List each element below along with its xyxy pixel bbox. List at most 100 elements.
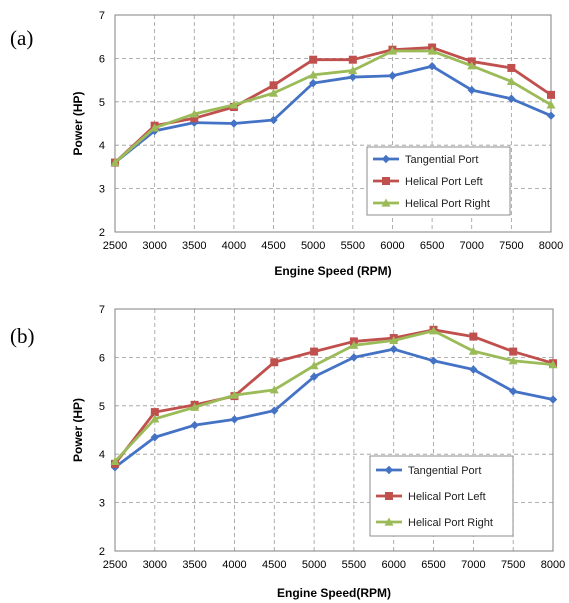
x-tick-label: 6500: [420, 240, 444, 252]
data-point: [546, 111, 556, 120]
data-point: [506, 76, 516, 86]
data-point: [349, 340, 359, 349]
data-point: [190, 420, 199, 430]
x-tick-label: 5500: [342, 559, 366, 571]
data-point: [150, 433, 160, 442]
x-tick-label: 3500: [182, 240, 206, 252]
data-point: [110, 456, 120, 466]
legend-item: Helical Port Left: [376, 491, 486, 503]
series-2: [110, 46, 556, 167]
data-point: [269, 88, 279, 97]
x-tick-label: 4500: [262, 559, 286, 571]
data-point: [509, 347, 518, 356]
series-line: [114, 347, 554, 469]
data-point: [348, 55, 357, 64]
chart-b-svg: 2 3 4 5 6 7 2500 3000 3500 4000 4500 5000 5500 6000 65…: [71, 304, 565, 600]
x-tick-label: 5000: [301, 240, 325, 252]
x-tick-label: 5000: [302, 559, 326, 571]
legend-marker: [381, 198, 391, 207]
panel-label: (a): [10, 26, 34, 50]
x-tick-label: 6500: [421, 559, 445, 571]
data-point: [429, 356, 438, 365]
series-1: [111, 325, 557, 468]
data-point: [269, 81, 278, 90]
data-point: [110, 158, 120, 167]
data-point: [308, 78, 318, 88]
data-point: [469, 332, 478, 341]
legend-marker: [384, 465, 394, 475]
data-point: [508, 356, 518, 365]
legend: Tangential Port Helical Port Left Helical …: [366, 146, 511, 216]
y-tick-label: 5: [99, 97, 105, 109]
data-point: [269, 115, 278, 125]
chart-panel-a: (a) 2 3 4 5 6 7 2500 3000 3500 4000 4500 5000 5500 60…: [0, 0, 569, 301]
x-tick-label: 8000: [541, 559, 565, 571]
y-axis-title: Power (HP): [71, 398, 85, 462]
plot-area-border: [114, 308, 554, 552]
data-point: [189, 109, 199, 118]
legend-marker: [381, 154, 391, 164]
data-point: [190, 402, 200, 411]
x-tick-label: 4000: [222, 559, 246, 571]
data-point: [467, 85, 476, 95]
series-line: [114, 49, 552, 164]
data-point: [230, 415, 239, 424]
x-tick-label: 8000: [539, 240, 563, 252]
plot-area-border: [114, 14, 552, 233]
y-axis-title: Power (HP): [71, 91, 85, 155]
data-point: [229, 390, 239, 399]
series-line: [113, 329, 554, 463]
data-point: [507, 94, 516, 103]
x-tick-label: 7000: [459, 240, 483, 252]
legend-marker: [385, 492, 393, 500]
x-tick-label: 4500: [261, 240, 285, 252]
data-point: [547, 90, 555, 99]
x-tick-label: 7500: [501, 559, 525, 571]
x-tick-label: 2500: [103, 559, 127, 571]
data-point: [427, 62, 437, 71]
x-tick-label: 6000: [381, 559, 405, 571]
data-point: [229, 119, 239, 128]
series-2: [110, 326, 558, 466]
data-point: [467, 61, 477, 70]
y-tick-label: 7: [99, 10, 105, 22]
data-point: [468, 346, 478, 355]
x-tick-label: 7500: [499, 240, 523, 252]
data-point: [150, 414, 160, 423]
legend-label: Helical Port Right: [408, 517, 493, 529]
series-line: [113, 328, 554, 465]
data-point: [308, 70, 318, 79]
chart-panel-b: (b) 2 3 4 5 6 7 2500 3000 3500 4000 4500 5000 5500 60…: [0, 302, 569, 603]
y-tick-label: 6: [99, 53, 105, 65]
legend: Tangential Port Helical Port Left Helical …: [369, 455, 514, 537]
x-tick-label: 3000: [142, 240, 166, 252]
legend-item: Helical Port Right: [373, 198, 490, 210]
x-tick-label: 3000: [143, 559, 167, 571]
legend-item: Helical Port Right: [376, 517, 493, 529]
data-point: [548, 395, 558, 404]
legend-label: Tangential Port: [408, 465, 481, 477]
data-point: [389, 344, 398, 354]
legend-item: Tangential Port: [376, 465, 481, 477]
data-point: [508, 387, 518, 396]
data-point: [348, 72, 358, 82]
legend-marker: [382, 177, 390, 185]
y-tick-label: 2: [99, 546, 105, 558]
data-point: [229, 100, 239, 109]
data-point: [387, 46, 397, 55]
legend-label: Tangential Port: [405, 154, 478, 166]
data-point: [309, 361, 319, 370]
data-point: [388, 71, 397, 80]
data-point: [310, 347, 319, 356]
y-tick-label: 3: [99, 184, 105, 196]
data-point: [348, 66, 358, 75]
data-point: [349, 353, 359, 362]
y-tick-label: 4: [99, 140, 105, 152]
data-point: [309, 372, 319, 381]
series-0: [110, 344, 558, 472]
data-point: [270, 406, 279, 415]
chart-a-svg: 2 3 4 5 6 7 2500 3000 3500 4000 4500 5000 5500 6000 65…: [71, 10, 563, 278]
legend-label: Helical Port Left: [405, 176, 483, 188]
data-point: [427, 46, 437, 55]
x-tick-label: 3500: [182, 559, 206, 571]
